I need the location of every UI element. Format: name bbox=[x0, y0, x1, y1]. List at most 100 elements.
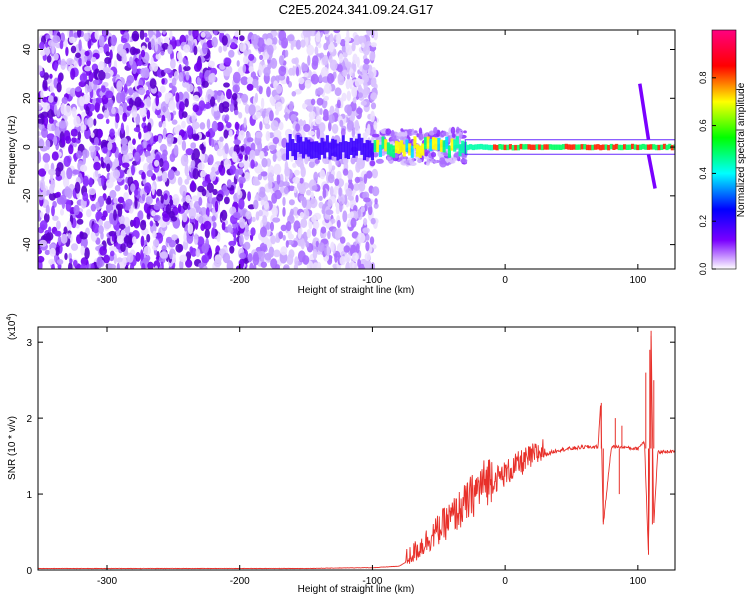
signal-segment bbox=[304, 137, 308, 155]
signal-segment bbox=[471, 144, 475, 151]
noise-cell bbox=[260, 261, 267, 269]
spike-upper bbox=[638, 83, 651, 140]
noise-cell bbox=[77, 131, 82, 141]
noise-cell bbox=[52, 215, 59, 221]
noise-cell bbox=[369, 236, 375, 245]
noise-cell bbox=[211, 36, 218, 48]
noise-cell bbox=[47, 109, 54, 119]
signal-segment bbox=[596, 144, 600, 150]
noise-cell bbox=[66, 188, 73, 199]
noise-cell bbox=[366, 30, 373, 36]
noise-cell bbox=[363, 217, 368, 226]
noise-cell bbox=[336, 32, 342, 45]
noise-cell bbox=[177, 203, 182, 213]
signal-segment bbox=[575, 144, 579, 150]
noise-cell bbox=[239, 35, 245, 42]
signal-segment bbox=[577, 144, 581, 150]
spectrogram-x-tick-label: 100 bbox=[629, 275, 646, 286]
noise-cell bbox=[184, 98, 189, 108]
noise-cell bbox=[350, 217, 357, 228]
noise-cell bbox=[356, 107, 363, 115]
noise-cell bbox=[96, 256, 103, 269]
noise-cell bbox=[250, 142, 256, 152]
signal-segment bbox=[514, 144, 518, 151]
snr-ticks: -300 -200 -100 0 100 0 1 2 3 bbox=[26, 327, 675, 587]
noise-cell bbox=[134, 96, 142, 108]
noise-cell bbox=[42, 79, 48, 90]
snr-x-tick-label: 100 bbox=[629, 576, 646, 587]
noise-cell bbox=[161, 78, 165, 85]
noise-cell bbox=[198, 100, 206, 111]
noise-cell bbox=[145, 37, 150, 43]
noise-cell bbox=[174, 170, 181, 176]
noise-cell bbox=[204, 228, 210, 239]
noise-cell bbox=[365, 127, 371, 136]
noise-cell bbox=[329, 59, 338, 71]
noise-cell bbox=[72, 169, 80, 175]
spectrogram-y-tick-label: 40 bbox=[22, 44, 33, 56]
noise-cell bbox=[322, 56, 326, 63]
noise-cell bbox=[158, 121, 163, 128]
noise-cell bbox=[59, 194, 67, 205]
noise-cell bbox=[193, 233, 199, 245]
noise-cell bbox=[312, 262, 320, 269]
noise-cell bbox=[239, 252, 247, 259]
snr-y-tick-label: 0 bbox=[26, 566, 32, 577]
noise-cell bbox=[200, 31, 206, 38]
noise-cell bbox=[181, 111, 188, 118]
noise-cell bbox=[232, 71, 241, 84]
chart-title: C2E5.2024.341.09.24.G17 bbox=[279, 2, 434, 17]
noise-cell bbox=[300, 39, 306, 48]
noise-cell bbox=[224, 57, 232, 66]
noise-cell bbox=[247, 191, 252, 202]
noise-cell bbox=[98, 35, 104, 47]
band-cell bbox=[375, 158, 384, 164]
noise-cell bbox=[222, 44, 228, 52]
noise-cell bbox=[355, 194, 359, 203]
noise-cell bbox=[155, 94, 159, 107]
noise-cell bbox=[48, 168, 56, 176]
noise-cell bbox=[250, 227, 256, 237]
noise-cell bbox=[204, 103, 212, 109]
noise-cell bbox=[53, 53, 59, 61]
noise-cell bbox=[146, 233, 151, 243]
spectrogram-frame bbox=[37, 29, 676, 270]
noise-cell bbox=[362, 191, 370, 200]
signal-segment bbox=[530, 144, 534, 150]
noise-cell bbox=[56, 82, 62, 93]
noise-cell bbox=[295, 123, 300, 132]
signal-segment bbox=[431, 137, 435, 150]
noise-cell bbox=[109, 189, 117, 199]
noise-cell bbox=[339, 119, 344, 127]
noise-cell bbox=[133, 127, 141, 133]
noise-cell bbox=[218, 164, 223, 173]
noise-cell bbox=[84, 117, 89, 125]
noise-cell bbox=[217, 140, 224, 149]
noise-cell bbox=[312, 55, 319, 66]
noise-cell bbox=[231, 93, 238, 101]
noise-cell bbox=[131, 164, 135, 176]
noise-cell bbox=[135, 48, 141, 54]
noise-cell bbox=[175, 243, 183, 253]
noise-cell bbox=[206, 118, 211, 130]
noise-cell bbox=[113, 197, 118, 204]
noise-cell bbox=[366, 170, 373, 179]
noise-cell bbox=[146, 170, 154, 177]
noise-cell bbox=[200, 223, 205, 231]
signal-segment bbox=[548, 144, 552, 150]
noise-cell bbox=[358, 79, 365, 84]
snr-x-tick-label: -100 bbox=[362, 576, 382, 587]
noise-cell bbox=[199, 143, 205, 151]
signal-segment bbox=[485, 144, 489, 150]
noise-cell bbox=[160, 194, 164, 204]
noise-cell bbox=[116, 235, 125, 245]
snr-x-tick-label: 0 bbox=[502, 576, 508, 587]
noise-cell bbox=[362, 75, 367, 87]
noise-cell bbox=[360, 206, 365, 213]
noise-cell bbox=[118, 105, 124, 116]
spectrogram-x-tick-label: -200 bbox=[230, 275, 250, 286]
noise-cell bbox=[246, 76, 254, 85]
noise-cell bbox=[199, 207, 208, 217]
noise-cell bbox=[266, 86, 271, 98]
signal-segment bbox=[376, 139, 380, 153]
